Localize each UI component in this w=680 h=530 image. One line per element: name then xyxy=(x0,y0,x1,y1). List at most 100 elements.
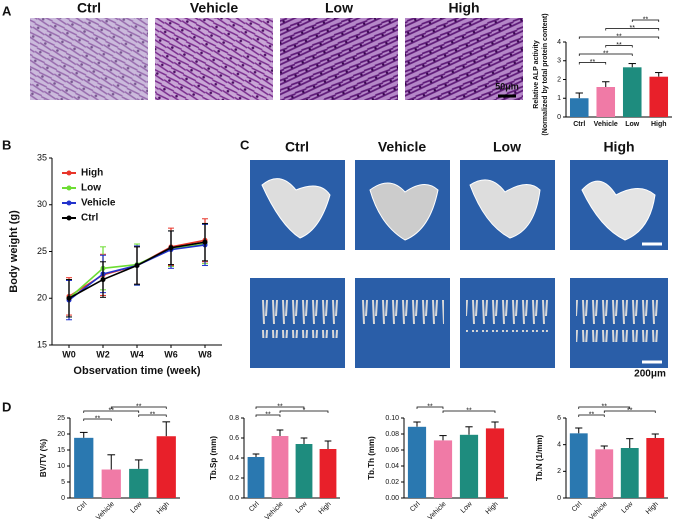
y-axis-label: Tb.Sp (mm) xyxy=(209,436,218,480)
significance-label: ** xyxy=(427,403,433,410)
significance-bracket xyxy=(603,410,656,413)
point xyxy=(66,295,72,301)
x-tick-label: Low xyxy=(620,500,635,515)
legend-marker xyxy=(66,215,72,221)
significance-bracket xyxy=(83,418,112,421)
bar xyxy=(101,469,121,498)
y-tick-label: 25 xyxy=(37,246,47,256)
significance-bracket xyxy=(279,410,329,413)
y-tick-label: 20 xyxy=(37,293,47,303)
image-label: Ctrl xyxy=(77,0,101,16)
x-tick-label: Vehicle xyxy=(588,501,609,522)
image-label: Vehicle xyxy=(378,139,426,155)
significance-bracket xyxy=(578,414,605,417)
y-tick-label: 0.10 xyxy=(385,415,399,422)
x-tick-label: High xyxy=(651,121,667,128)
significance-label: ** xyxy=(603,50,609,57)
image-label: Low xyxy=(493,139,521,155)
bone-section xyxy=(469,179,541,239)
x-tick-label: Ctrl xyxy=(409,500,422,513)
y-tick-label: 15 xyxy=(37,339,47,349)
y-tick-label: 0 xyxy=(557,495,561,502)
significance-bracket xyxy=(442,410,496,413)
y-tick-label: 10 xyxy=(57,463,65,470)
point xyxy=(168,245,174,251)
image-label: Low xyxy=(325,0,353,16)
bar xyxy=(319,449,337,498)
significance-bracket xyxy=(255,406,305,409)
significance-bracket xyxy=(578,53,633,56)
significance-label: ** xyxy=(643,16,649,23)
significance-bracket xyxy=(578,36,660,39)
bar xyxy=(569,98,589,117)
panel-label: D xyxy=(2,399,11,414)
significance-label: ** xyxy=(277,403,283,410)
significance-label: ** xyxy=(627,407,633,414)
x-tick-label: Vehicle xyxy=(264,501,285,522)
panel-label: B xyxy=(2,137,11,152)
bone-section xyxy=(261,178,331,239)
significance-bracket xyxy=(578,62,607,65)
y-tick-label: 1 xyxy=(557,95,561,102)
significance-label: ** xyxy=(109,407,115,414)
bar xyxy=(129,468,149,498)
image-label: High xyxy=(603,139,634,155)
y-tick-label: 2 xyxy=(557,468,561,475)
x-tick-label: W0 xyxy=(62,349,76,359)
x-tick-label: Ctrl xyxy=(248,500,261,513)
bar xyxy=(646,438,665,498)
bar xyxy=(247,457,265,498)
y-tick-label: 30 xyxy=(37,199,47,209)
x-tick-label: Ctrl xyxy=(76,500,89,513)
y-tick-label: 20 xyxy=(57,431,65,438)
bar xyxy=(295,444,313,498)
point xyxy=(100,277,106,283)
x-tick-label: Low xyxy=(625,121,640,128)
y-tick-label: 0.02 xyxy=(385,479,399,486)
y-tick-label: 0 xyxy=(61,495,65,502)
x-tick-label: Vehicle xyxy=(594,121,618,128)
bar xyxy=(271,436,289,498)
y-tick-label: 0.08 xyxy=(385,431,399,438)
significance-bracket xyxy=(416,406,444,409)
y-axis-label: BV/TV (%) xyxy=(39,439,48,478)
significance-label: ** xyxy=(590,59,596,66)
y-tick-label: 0.04 xyxy=(385,463,399,470)
y-tick-label: 0.2 xyxy=(229,475,239,482)
legend-label: High xyxy=(81,168,103,179)
trabecular-bone xyxy=(576,298,662,342)
y-tick-label: 25 xyxy=(57,415,65,422)
image xyxy=(280,18,398,100)
bar xyxy=(649,76,669,117)
trabecular-bone xyxy=(466,298,550,332)
x-tick-label: High xyxy=(156,501,171,516)
bar xyxy=(596,87,616,117)
y-tick-label: 0.6 xyxy=(229,435,239,442)
image xyxy=(405,18,523,100)
bar xyxy=(156,436,176,498)
significance-label: ** xyxy=(616,33,622,40)
significance-bracket xyxy=(578,406,631,409)
y-axis-label: Tb.Th (mm) xyxy=(367,436,376,480)
legend-marker xyxy=(66,185,72,191)
bar xyxy=(433,440,453,498)
panel-c-images xyxy=(250,160,668,368)
bar xyxy=(595,449,614,498)
y-tick-label: 0.4 xyxy=(229,455,239,462)
trabecular-bone xyxy=(362,298,444,324)
y-tick-label: 3 xyxy=(557,58,561,65)
point xyxy=(134,263,140,269)
bone-section xyxy=(369,182,439,241)
legend-label: Low xyxy=(81,183,101,194)
x-tick-label: High xyxy=(645,501,660,516)
significance-bracket xyxy=(605,45,633,48)
significance-label: ** xyxy=(589,411,595,418)
legend-marker xyxy=(66,200,72,206)
y-tick-label: 0.00 xyxy=(385,495,399,502)
y-tick-label: 15 xyxy=(57,447,65,454)
y-tick-label: 0.0 xyxy=(229,495,239,502)
y-tick-label: 4 xyxy=(557,442,561,449)
image-label: Vehicle xyxy=(190,0,238,16)
image xyxy=(155,18,273,100)
